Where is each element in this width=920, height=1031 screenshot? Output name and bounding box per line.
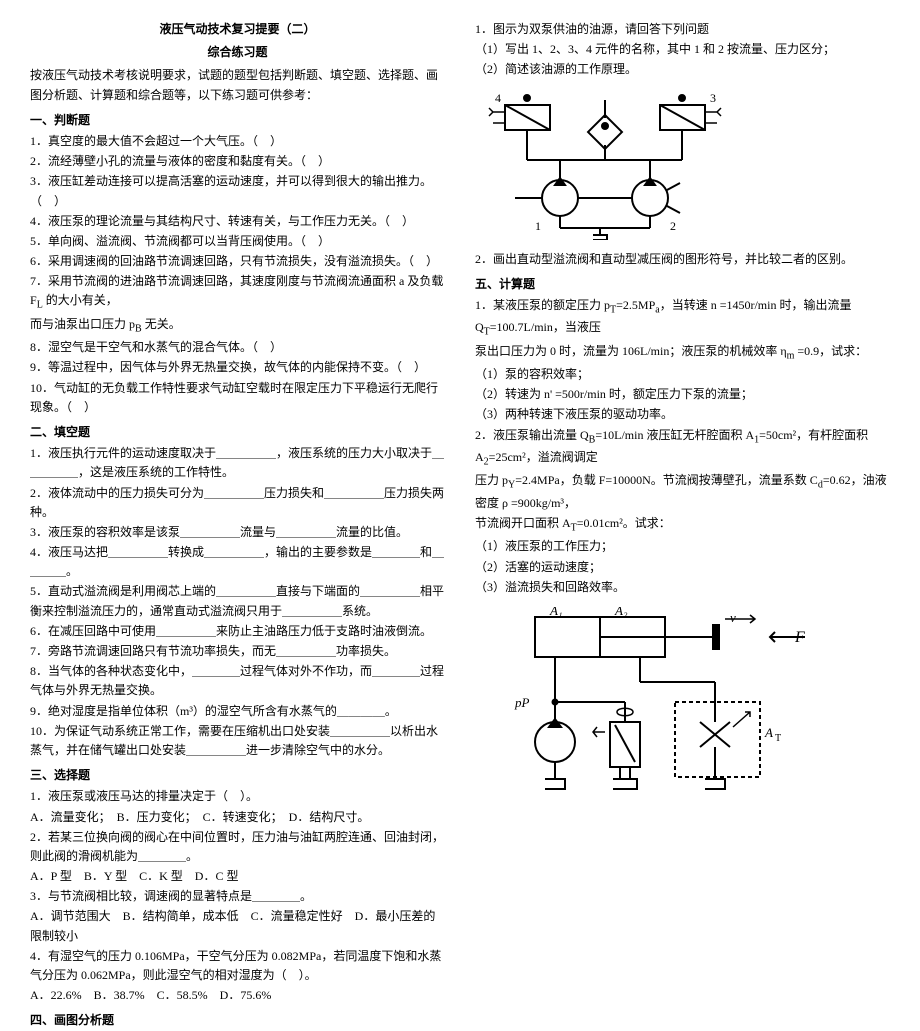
s5-q1l2: 泵出口压力为 0 时，流量为 106L/min；液压泵的机械效率 ηm =0.9… [475, 342, 890, 364]
s2-q1: 1．液压执行元件的运动速度取决于＿＿＿＿＿，液压系统的压力大小取决于＿＿＿＿＿，… [30, 444, 445, 482]
svg-text:1: 1 [535, 219, 541, 233]
s1-q1: 1．真空度的最大值不会超过一个大气压。（ ） [30, 132, 445, 151]
sec4-head: 四、画图分析题 [30, 1011, 445, 1030]
s1-q5: 5．单向阀、溢流阀、节流阀都可以当背压阀使用。（ ） [30, 232, 445, 251]
s2-q9: 9．绝对湿度是指单位体积（m³）的湿空气所含有水蒸气的＿＿＿＿。 [30, 702, 445, 721]
svg-text:A₁: A₁ [549, 607, 562, 618]
s2-q10: 10．为保证气动系统正常工作，需要在压缩机出口处安装＿＿＿＿＿以析出水蒸气，并在… [30, 722, 445, 760]
s2-q6: 6．在减压回路中可使用＿＿＿＿＿来防止主油路压力低于支路时油液倒流。 [30, 622, 445, 641]
s4-q1a: （1）写出 1、2、3、4 元件的名称，其中 1 和 2 按流量、压力区分； [475, 40, 890, 59]
svg-text:v: v [730, 610, 736, 625]
figure-dual-pump: 4 3 [475, 90, 890, 240]
sec5-head: 五、计算题 [475, 275, 890, 294]
s5-q2l2: 压力 pY=2.4MPa，负载 F=10000N。节流阀按薄壁孔，流量系数 Cd… [475, 471, 890, 513]
s1-q8: 8．湿空气是干空气和水蒸气的混合气体。（ ） [30, 338, 445, 357]
s5-q1s1: （1）泵的容积效率； [475, 365, 890, 384]
svg-text:A₂: A₂ [614, 607, 628, 618]
s2-q4: 4．液压马达把＿＿＿＿＿转换成＿＿＿＿＿，输出的主要参数是＿＿＿＿和＿＿＿＿。 [30, 543, 445, 581]
sec3-head: 三、选择题 [30, 766, 445, 785]
s5-q2s3: （3）溢流损失和回路效率。 [475, 578, 890, 597]
s5-q1s3: （3）两种转速下液压泵的驱动功率。 [475, 405, 890, 424]
s4-q1b: （2）简述该油源的工作原理。 [475, 60, 890, 79]
left-column: 液压气动技术复习提要（二） 综合练习题 按液压气动技术考核说明要求，试题的题型包… [30, 20, 445, 631]
doc-subtitle: 综合练习题 [30, 43, 445, 62]
s1-q7: 7．采用节流阀的进油路节流调速回路，其速度刚度与节流阀流通面积 a 及负载 FL… [30, 272, 445, 314]
svg-text:T: T [775, 733, 781, 744]
svg-text:3: 3 [710, 91, 716, 105]
s2-q8: 8．当气体的各种状态变化中，＿＿＿＿过程气体对外不作功，而＿＿＿＿过程气体与外界… [30, 662, 445, 700]
s3-q1: 1．液压泵或液压马达的排量决定于（ ）。 [30, 787, 445, 806]
s3-q3-opts: A．调节范围大 B．结构简单，成本低 C．流量稳定性好 D．最小压差的限制较小 [30, 907, 445, 945]
s2-q5: 5．直动式溢流阀是利用阀芯上端的＿＿＿＿＿直接与下端面的＿＿＿＿＿相平衡来控制溢… [30, 582, 445, 620]
intro-text: 按液压气动技术考核说明要求，试题的题型包括判断题、填空题、选择题、画图分析题、计… [30, 66, 445, 104]
s3-q1-opts: A．流量变化； B．压力变化； C．转速变化； D．结构尺寸。 [30, 808, 445, 827]
s1-q6: 6．采用调速阀的回油路节流调速回路，只有节流损失，没有溢流损失。（ ） [30, 252, 445, 271]
s1-q7c: 而与油泵出口压力 pB 无关。 [30, 315, 445, 337]
s3-q2: 2．若某三位换向阀的阀心在中间位置时，压力油与油缸两腔连通、回油封闭，则此阀的滑… [30, 828, 445, 866]
sec1-head: 一、判断题 [30, 111, 445, 130]
svg-text:4: 4 [495, 91, 501, 105]
doc-title: 液压气动技术复习提要（二） [30, 20, 445, 39]
s1-q2: 2．流经薄壁小孔的流量与液体的密度和黏度有关。（ ） [30, 152, 445, 171]
s5-q1s2: （2）转速为 n' =500r/min 时，额定压力下泵的流量； [475, 385, 890, 404]
s2-q2: 2．液体流动中的压力损失可分为＿＿＿＿＿压力损失和＿＿＿＿＿压力损失两种。 [30, 484, 445, 522]
s5-q2s2: （2）活塞的运动速度； [475, 558, 890, 577]
s1-q10: 10．气动缸的无负载工作特性要求气动缸空载时在限定压力下平稳运行无爬行现象。（ … [30, 379, 445, 417]
s1-q4: 4．液压泵的理论流量与其结构尺寸、转速有关，与工作压力无关。（ ） [30, 212, 445, 231]
svg-text:2: 2 [670, 219, 676, 233]
s3-q3: 3．与节流阀相比较，调速阀的显著特点是＿＿＿＿。 [30, 887, 445, 906]
right-column: 1．图示为双泵供油的油源，请回答下列问题 （1）写出 1、2、3、4 元件的名称… [475, 20, 890, 631]
figure-hydraulic-circuit: A₁ A₂ v F pP [475, 607, 890, 797]
s5-q1l1: 1．某液压泵的额定压力 pT=2.5MPa，当转速 n =1450r/min 时… [475, 296, 890, 341]
s4-q2: 2．画出直动型溢流阀和直动型减压阀的图形符号，并比较二者的区别。 [475, 250, 890, 269]
s3-q4-opts: A．22.6% B．38.7% C．58.5% D．75.6% [30, 986, 445, 1005]
s5-q2l3: 节流阀开口面积 AT=0.01cm²。试求： [475, 514, 890, 536]
s2-q7: 7．旁路节流调速回路只有节流功率损失，而无＿＿＿＿＿功率损失。 [30, 642, 445, 661]
s5-q2s1: （1）液压泵的工作压力； [475, 537, 890, 556]
s1-q9: 9．等温过程中，因气体与外界无热量交换，故气体的内能保持不变。（ ） [30, 358, 445, 377]
s3-q2-opts: A．P 型 B．Y 型 C．K 型 D．C 型 [30, 867, 445, 886]
s2-q3: 3．液压泵的容积效率是该泵＿＿＿＿＿流量与＿＿＿＿＿流量的比值。 [30, 523, 445, 542]
sec2-head: 二、填空题 [30, 423, 445, 442]
s4-q1: 1．图示为双泵供油的油源，请回答下列问题 [475, 20, 890, 39]
svg-text:A: A [764, 725, 773, 740]
s3-q4: 4．有湿空气的压力 0.106MPa，干空气分压为 0.082MPa，若同温度下… [30, 947, 445, 985]
s5-q2l1: 2．液压泵输出流量 QB=10L/min 液压缸无杆腔面积 A1=50cm²，有… [475, 426, 890, 471]
svg-text:pP: pP [514, 695, 530, 710]
s1-q3: 3．液压缸差动连接可以提高活塞的运动速度，并可以得到很大的输出推力。（ ） [30, 172, 445, 210]
